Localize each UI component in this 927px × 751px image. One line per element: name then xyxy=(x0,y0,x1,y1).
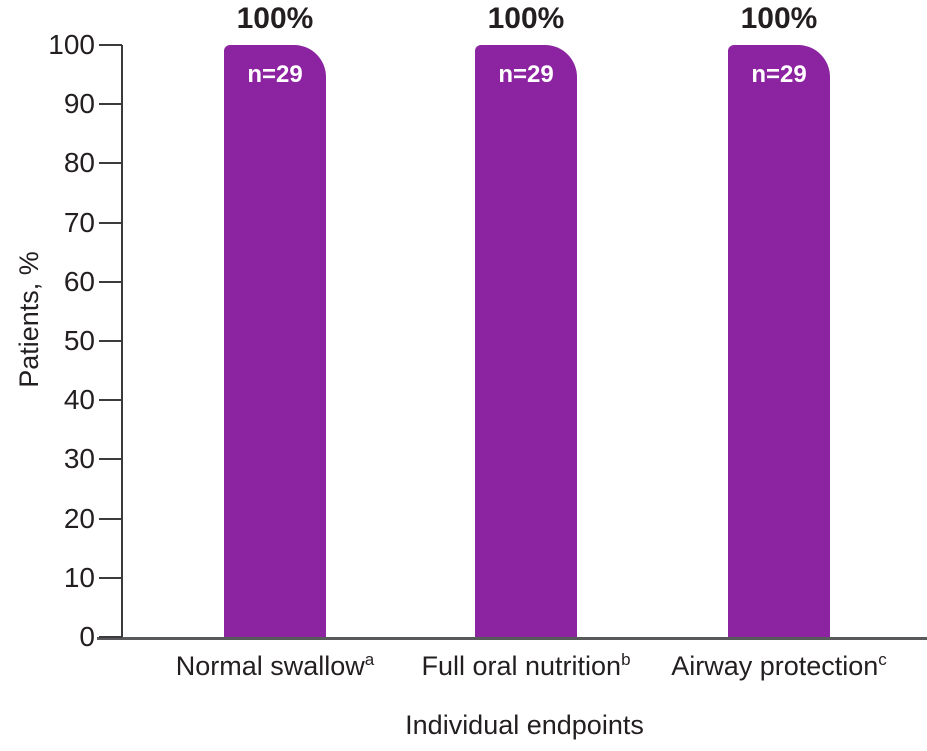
x-category-superscript: a xyxy=(364,650,375,669)
y-tick-mark xyxy=(99,458,122,461)
x-category-label: Full oral nutritionb xyxy=(366,650,686,682)
y-tick-mark xyxy=(99,280,122,283)
bar: n=29 xyxy=(475,45,577,637)
bar-annotation: n=29 xyxy=(247,61,303,88)
x-category-label-text: Airway protection xyxy=(671,651,879,681)
x-axis-title: Individual endpoints xyxy=(405,710,644,740)
y-tick-mark xyxy=(99,221,122,224)
x-category-superscript: b xyxy=(621,650,631,669)
y-tick-label: 60 xyxy=(63,265,95,297)
y-tick-mark xyxy=(99,399,122,402)
x-category-superscript: c xyxy=(878,650,887,669)
y-axis-line xyxy=(121,45,123,637)
y-tick-label: 90 xyxy=(63,88,95,120)
bar-value-label: 100% xyxy=(487,2,565,35)
bar-value-label: 100% xyxy=(740,2,818,35)
x-category-label: Normal swallowa xyxy=(115,650,435,682)
y-tick-label: 50 xyxy=(63,325,95,356)
y-tick-label: 20 xyxy=(63,502,95,534)
y-tick-mark xyxy=(99,636,122,638)
bar-annotation: n=29 xyxy=(751,61,807,88)
bar-value-label: 100% xyxy=(236,2,314,35)
y-tick-mark xyxy=(99,576,122,579)
y-tick-mark xyxy=(99,517,122,520)
y-tick-label: 40 xyxy=(63,384,95,416)
y-tick-mark xyxy=(99,44,122,46)
y-tick-mark xyxy=(99,103,122,106)
y-tick-label: 70 xyxy=(63,206,95,238)
x-category-label: Airway protectionc xyxy=(619,650,927,682)
y-tick-label: 0 xyxy=(79,621,95,652)
x-axis-line xyxy=(97,637,927,640)
bar: n=29 xyxy=(728,45,830,637)
bar-annotation: n=29 xyxy=(498,61,554,88)
y-tick-label: 10 xyxy=(63,561,95,593)
bar: n=29 xyxy=(224,45,326,637)
y-tick-mark xyxy=(99,162,122,165)
x-category-label-text: Full oral nutrition xyxy=(421,651,622,681)
y-tick-label: 30 xyxy=(63,443,95,475)
y-tick-mark xyxy=(99,340,122,342)
x-category-label-text: Normal swallow xyxy=(175,651,365,681)
y-tick-label: 100 xyxy=(48,29,95,60)
y-tick-label: 80 xyxy=(63,147,95,179)
